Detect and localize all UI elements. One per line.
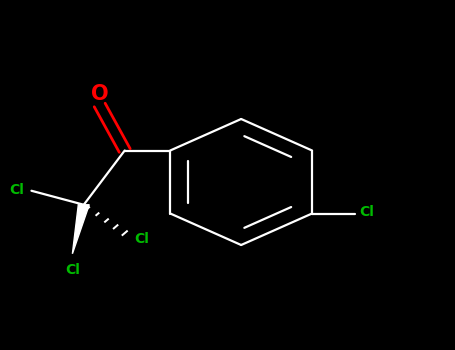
Text: Cl: Cl: [135, 232, 150, 246]
Text: O: O: [91, 84, 108, 105]
Text: Cl: Cl: [65, 262, 80, 276]
Polygon shape: [72, 205, 89, 254]
Text: Cl: Cl: [359, 205, 374, 219]
Text: Cl: Cl: [10, 183, 25, 197]
